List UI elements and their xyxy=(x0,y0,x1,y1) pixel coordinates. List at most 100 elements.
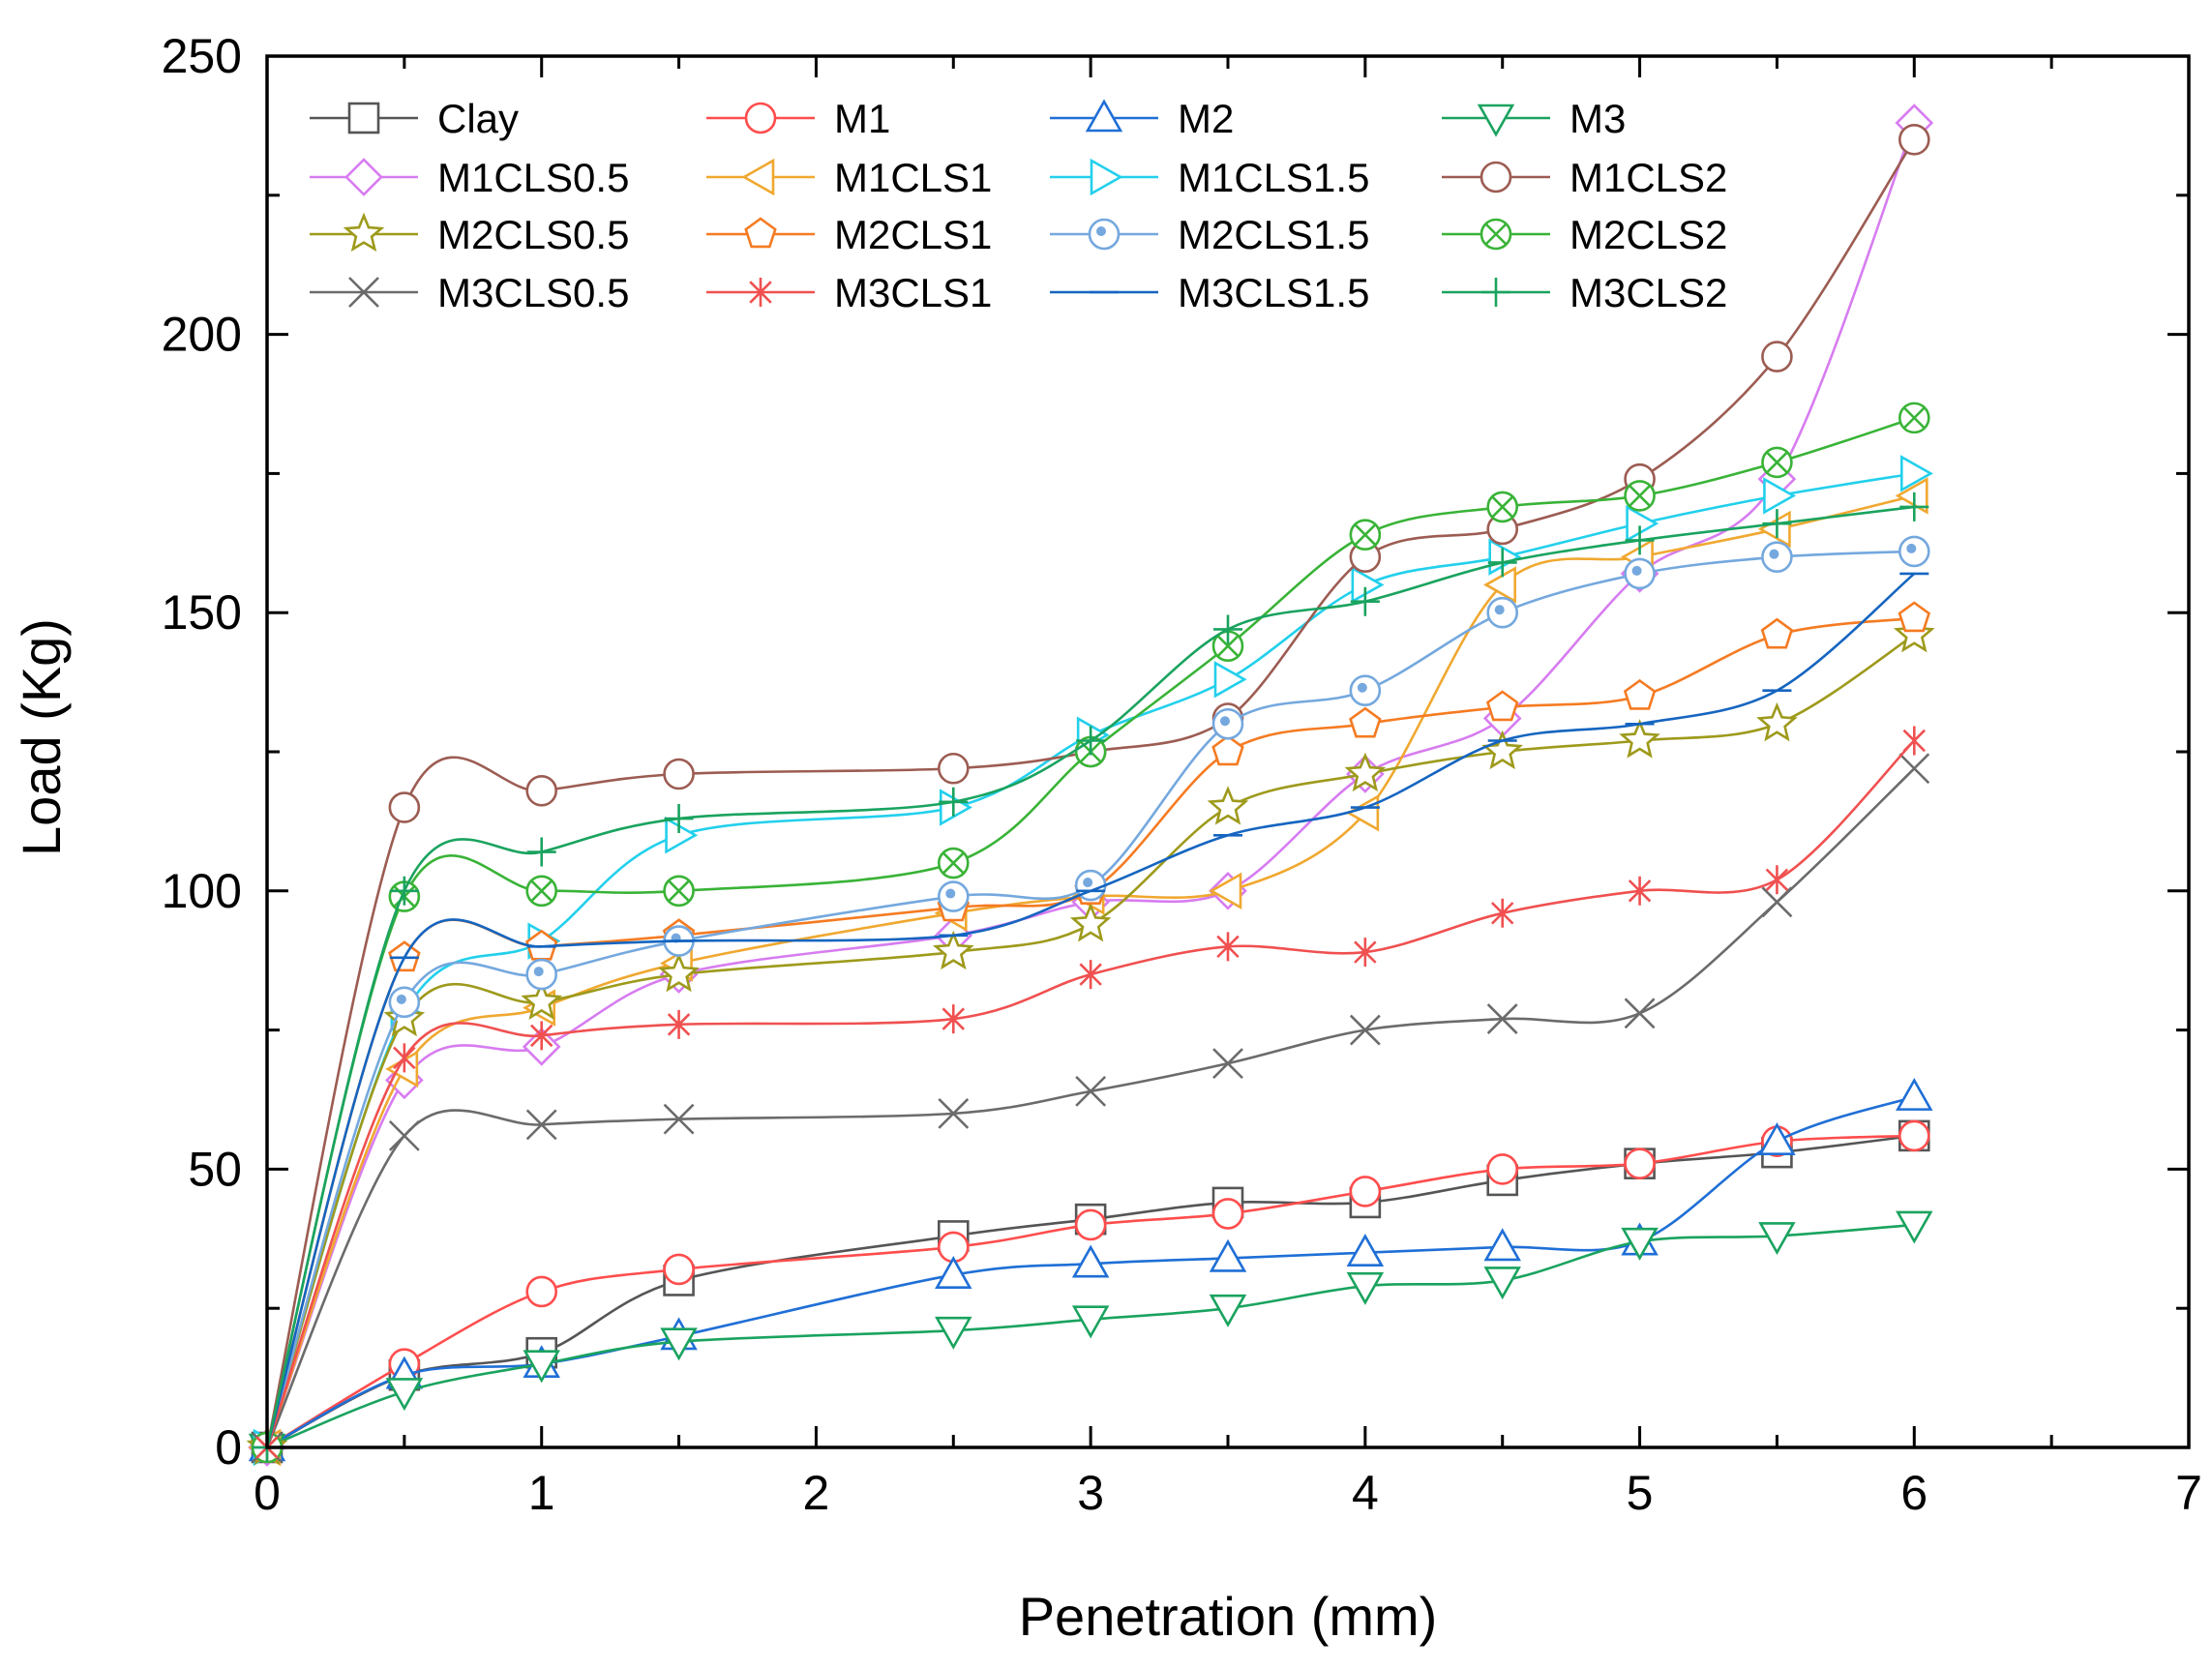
data-point-m2cls2 xyxy=(525,875,558,908)
legend-label: M2CLS2 xyxy=(1569,212,1727,257)
x-tick-label: 3 xyxy=(1077,1466,1104,1520)
x-tick-label: 6 xyxy=(1900,1466,1928,1520)
data-point-m2cls0-5 xyxy=(1207,786,1249,825)
legend-label: M1CLS1 xyxy=(834,155,992,200)
legend-label: M2CLS1.5 xyxy=(1178,212,1369,257)
x-tick-label: 7 xyxy=(2175,1466,2202,1520)
data-point-m3 xyxy=(1209,1294,1247,1327)
data-point-m1cls1-5 xyxy=(939,789,972,826)
legend-marker xyxy=(749,278,772,307)
data-point-m2cls0-5 xyxy=(1069,902,1112,942)
data-point-m3cls2 xyxy=(1625,525,1655,555)
legend-label: M3CLS1.5 xyxy=(1178,270,1369,315)
legend-item-m3cls2: M3CLS2 xyxy=(1442,270,1727,315)
data-point-m1 xyxy=(1486,1153,1519,1185)
data-point-m2cls1 xyxy=(1349,706,1382,738)
data-point-m2cls1-5 xyxy=(525,958,558,991)
data-point-m3cls1 xyxy=(1354,938,1377,968)
x-tick-label: 2 xyxy=(803,1466,830,1520)
data-point-m2 xyxy=(1896,1077,1933,1111)
legend-item-m2cls1-5: M2CLS1.5 xyxy=(1050,212,1369,257)
legend-label: M1CLS2 xyxy=(1569,155,1727,200)
data-point-m3cls0-5 xyxy=(1349,1014,1381,1046)
data-point-m2cls0-5 xyxy=(1893,612,1935,653)
data-point-m3cls0-5 xyxy=(525,1109,557,1141)
data-point-m2cls1 xyxy=(1760,617,1794,649)
data-point-m1cls2 xyxy=(388,791,421,823)
data-point-m3cls1 xyxy=(1628,876,1652,906)
legend-marker xyxy=(1481,278,1510,307)
data-point-m3cls2 xyxy=(1487,548,1517,578)
data-point-m2cls0-5 xyxy=(658,952,700,993)
series-line-m3cls1 xyxy=(265,739,1916,1448)
data-point-m2cls2 xyxy=(1349,519,1382,551)
y-tick-label: 0 xyxy=(215,1420,242,1475)
data-point-m2 xyxy=(1209,1238,1247,1272)
data-point-m3cls1 xyxy=(667,1009,691,1039)
data-point-m2cls0-5 xyxy=(1756,701,1798,742)
data-point-m2 xyxy=(1758,1122,1796,1155)
data-point-m3cls0-5 xyxy=(663,1103,695,1135)
y-tick-label: 50 xyxy=(188,1142,242,1196)
data-point-m1cls1-5 xyxy=(1626,504,1659,543)
legend-label: M2CLS0.5 xyxy=(437,212,629,257)
legend-marker xyxy=(344,158,383,196)
legend-marker xyxy=(1088,218,1121,251)
data-point-m1cls1 xyxy=(1757,510,1791,549)
data-point-m3cls1 xyxy=(1490,898,1514,928)
data-point-m3cls2 xyxy=(1762,509,1792,539)
legend-marker xyxy=(343,212,385,253)
data-point-m3cls0-5 xyxy=(1624,998,1656,1029)
legend-item-m1: M1 xyxy=(706,96,890,141)
y-tick-label: 100 xyxy=(162,864,242,918)
axes-layer: 0 1 2 3 4 5 6 7 0 50 100 150 200 250 xyxy=(162,29,2202,1520)
data-point-m2 xyxy=(1483,1228,1521,1262)
data-point-m3cls2 xyxy=(389,876,419,906)
data-point-m3cls1 xyxy=(393,1043,416,1073)
data-point-m3cls0-5 xyxy=(388,1119,420,1151)
legend-item-m2cls1: M2CLS1 xyxy=(706,212,992,257)
data-point-m3 xyxy=(1896,1210,1933,1244)
data-point-m1 xyxy=(1898,1119,1930,1152)
legend-label: M1CLS1.5 xyxy=(1178,155,1369,200)
legend-marker xyxy=(741,158,775,196)
data-point-m2cls1-5 xyxy=(1211,707,1244,740)
data-point-m1 xyxy=(1074,1208,1107,1241)
legend: Clay M1 M2 M3 M1CLS0.5 M1CLS1 M1CLS1.5 M1CLS2 M2… xyxy=(310,96,1727,315)
data-point-m1cls1 xyxy=(1895,477,1928,515)
x-axis-title: Penetration (mm) xyxy=(1019,1586,1438,1647)
data-point-m1cls1-5 xyxy=(1488,538,1522,576)
data-point-m2cls1-5 xyxy=(1624,557,1656,590)
legend-item-m1cls2: M1CLS2 xyxy=(1442,155,1727,200)
legend-item-clay: Clay xyxy=(310,96,519,141)
data-point-m3cls2 xyxy=(526,837,556,867)
legend-item-m1cls0-5: M1CLS0.5 xyxy=(310,155,629,200)
legend-label: M2CLS1 xyxy=(834,212,992,257)
data-point-m2cls1-5 xyxy=(1349,674,1382,707)
data-point-m3cls1 xyxy=(529,1021,553,1051)
legend-item-m3: M3 xyxy=(1442,96,1626,141)
data-point-m1cls1-5 xyxy=(1351,566,1385,604)
series-m3cls2 xyxy=(253,492,1929,1462)
data-point-m1cls1-5 xyxy=(1763,477,1797,515)
y-tick-label: 200 xyxy=(162,308,242,362)
x-tick-label: 0 xyxy=(254,1466,281,1520)
legend-label: M3 xyxy=(1569,96,1626,141)
data-point-m3cls0-5 xyxy=(1761,886,1793,918)
data-point-m2cls1-5 xyxy=(1761,541,1793,573)
data-point-m3 xyxy=(935,1316,972,1350)
legend-marker xyxy=(744,217,777,249)
legend-marker xyxy=(744,102,777,134)
data-point-m3cls1 xyxy=(1765,865,1789,895)
legend-marker xyxy=(1090,158,1123,196)
legend-marker xyxy=(347,102,380,134)
legend-label: Clay xyxy=(437,96,519,141)
data-point-m3 xyxy=(1621,1227,1659,1261)
data-point-m2cls1 xyxy=(1211,734,1244,766)
data-point-m2cls2 xyxy=(1211,630,1244,663)
x-tick-label: 5 xyxy=(1627,1466,1654,1520)
legend-item-m3cls1: M3CLS1 xyxy=(706,270,992,315)
data-point-m1cls1 xyxy=(1209,872,1242,910)
data-point-m3cls1 xyxy=(1216,932,1240,962)
legend-label: M3CLS1 xyxy=(834,270,992,315)
